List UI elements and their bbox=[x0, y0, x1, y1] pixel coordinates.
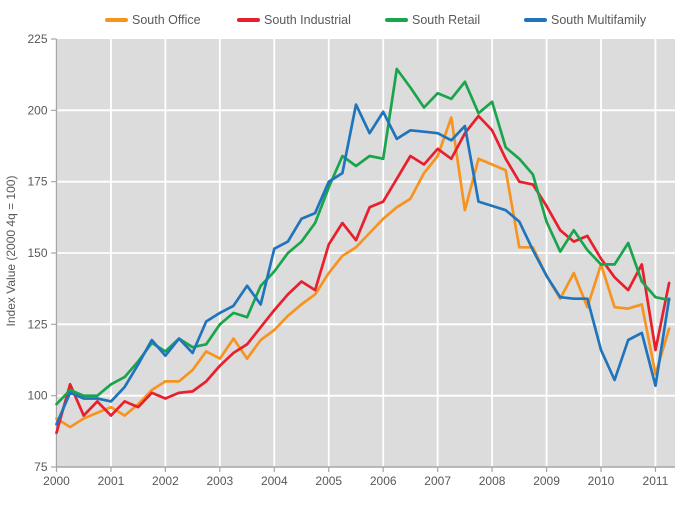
series-line-south-multifamily bbox=[55, 103, 671, 426]
y-axis-title: Index Value (2000 4q = 100) bbox=[4, 175, 18, 327]
legend-label: South Office bbox=[132, 13, 201, 27]
legend-item-south-office: South Office bbox=[105, 10, 201, 30]
y-tick-label: 225 bbox=[27, 32, 47, 46]
x-tick-label: 2009 bbox=[533, 474, 560, 488]
x-tick-label: 2011 bbox=[643, 474, 669, 488]
legend-item-south-industrial: South Industrial bbox=[237, 10, 351, 30]
y-tick-label: 175 bbox=[27, 175, 47, 189]
legend-item-south-retail: South Retail bbox=[385, 10, 480, 30]
legend-swatch bbox=[237, 17, 260, 23]
legend-label: South Retail bbox=[412, 13, 481, 27]
legend-swatch bbox=[524, 17, 547, 23]
y-tick-label: 200 bbox=[27, 103, 47, 117]
x-tick-label: 2006 bbox=[370, 474, 397, 488]
legend-label: South Multifamily bbox=[551, 13, 647, 27]
y-tick-label: 100 bbox=[27, 389, 47, 403]
legend-swatch bbox=[105, 17, 128, 23]
x-tick-label: 2008 bbox=[479, 474, 506, 488]
legend-swatch bbox=[385, 17, 408, 23]
y-tick-label: 75 bbox=[34, 460, 48, 474]
y-tick-label: 125 bbox=[27, 317, 47, 331]
x-tick-label: 2003 bbox=[206, 474, 233, 488]
chart-legend: South Office South Industrial South Retail… bbox=[0, 10, 700, 30]
x-tick-label: 2002 bbox=[152, 474, 179, 488]
x-tick-label: 2000 bbox=[43, 474, 70, 488]
series-line-south-industrial bbox=[55, 114, 671, 435]
y-tick-label: 150 bbox=[27, 246, 47, 260]
x-tick-label: 2001 bbox=[98, 474, 125, 488]
x-tick-label: 2007 bbox=[424, 474, 451, 488]
x-tick-label: 2005 bbox=[315, 474, 342, 488]
legend-label: South Industrial bbox=[264, 13, 351, 27]
legend-item-south-multifamily: South Multifamily bbox=[524, 10, 646, 30]
series-line-south-office bbox=[55, 116, 671, 429]
x-tick-label: 2004 bbox=[261, 474, 288, 488]
x-tick-label: 2010 bbox=[588, 474, 615, 488]
